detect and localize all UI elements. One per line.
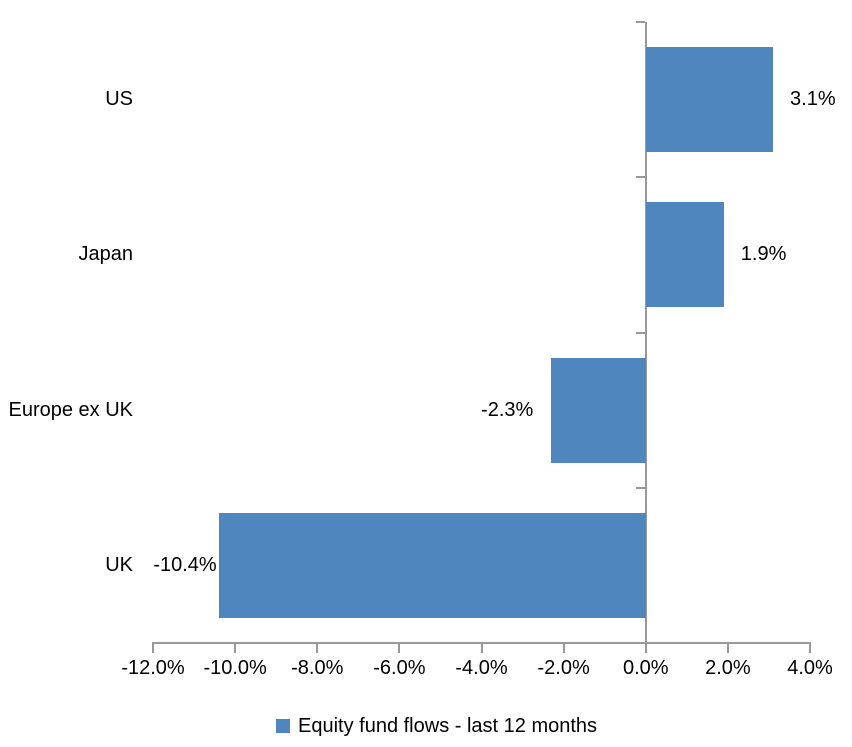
category-axis-tick bbox=[635, 331, 645, 334]
x-axis-tick bbox=[316, 643, 319, 653]
value-label: 1.9% bbox=[740, 243, 787, 266]
category-label: US bbox=[105, 88, 133, 111]
bar-uk bbox=[218, 512, 646, 618]
x-axis-tick bbox=[398, 643, 401, 653]
x-axis-tick bbox=[562, 643, 565, 653]
x-axis-tick bbox=[152, 643, 154, 653]
x-axis-tick-label: 2.0% bbox=[705, 657, 751, 679]
x-axis-tick bbox=[726, 643, 729, 653]
x-axis-tick bbox=[234, 643, 237, 653]
category-label: Europe ex UK bbox=[8, 398, 133, 421]
bar-us bbox=[645, 47, 774, 153]
legend: Equity fund flows - last 12 months bbox=[276, 712, 597, 740]
x-axis-tick bbox=[480, 643, 483, 653]
bar-japan bbox=[645, 202, 724, 308]
x-axis-tick-label: 4.0% bbox=[787, 657, 833, 679]
legend-swatch-icon bbox=[276, 719, 290, 733]
category-label: UK bbox=[105, 553, 133, 576]
x-axis-tick-label: -10.0% bbox=[203, 657, 267, 679]
x-axis-tick-label: -8.0% bbox=[291, 657, 344, 679]
category-axis-tick bbox=[635, 486, 645, 489]
legend-label: Equity fund flows - last 12 months bbox=[298, 714, 598, 737]
category-label: Japan bbox=[78, 243, 134, 266]
value-label: -10.4% bbox=[153, 553, 217, 576]
x-axis-tick-label: -12.0% bbox=[121, 657, 185, 679]
x-axis-tick bbox=[809, 643, 811, 653]
category-axis-tick bbox=[635, 21, 645, 23]
value-label: -2.3% bbox=[481, 398, 534, 421]
x-axis-tick bbox=[644, 643, 647, 653]
x-axis-tick-label: -2.0% bbox=[537, 657, 590, 679]
value-label: 3.1% bbox=[790, 88, 836, 111]
x-axis-tick-label: -4.0% bbox=[455, 657, 508, 679]
category-axis-tick bbox=[635, 176, 645, 179]
bar-europe-ex-uk bbox=[551, 357, 646, 463]
x-axis-tick-label: 0.0% bbox=[622, 657, 669, 679]
zero-axis-line bbox=[644, 22, 647, 653]
x-axis-tick-label: -6.0% bbox=[373, 657, 426, 679]
